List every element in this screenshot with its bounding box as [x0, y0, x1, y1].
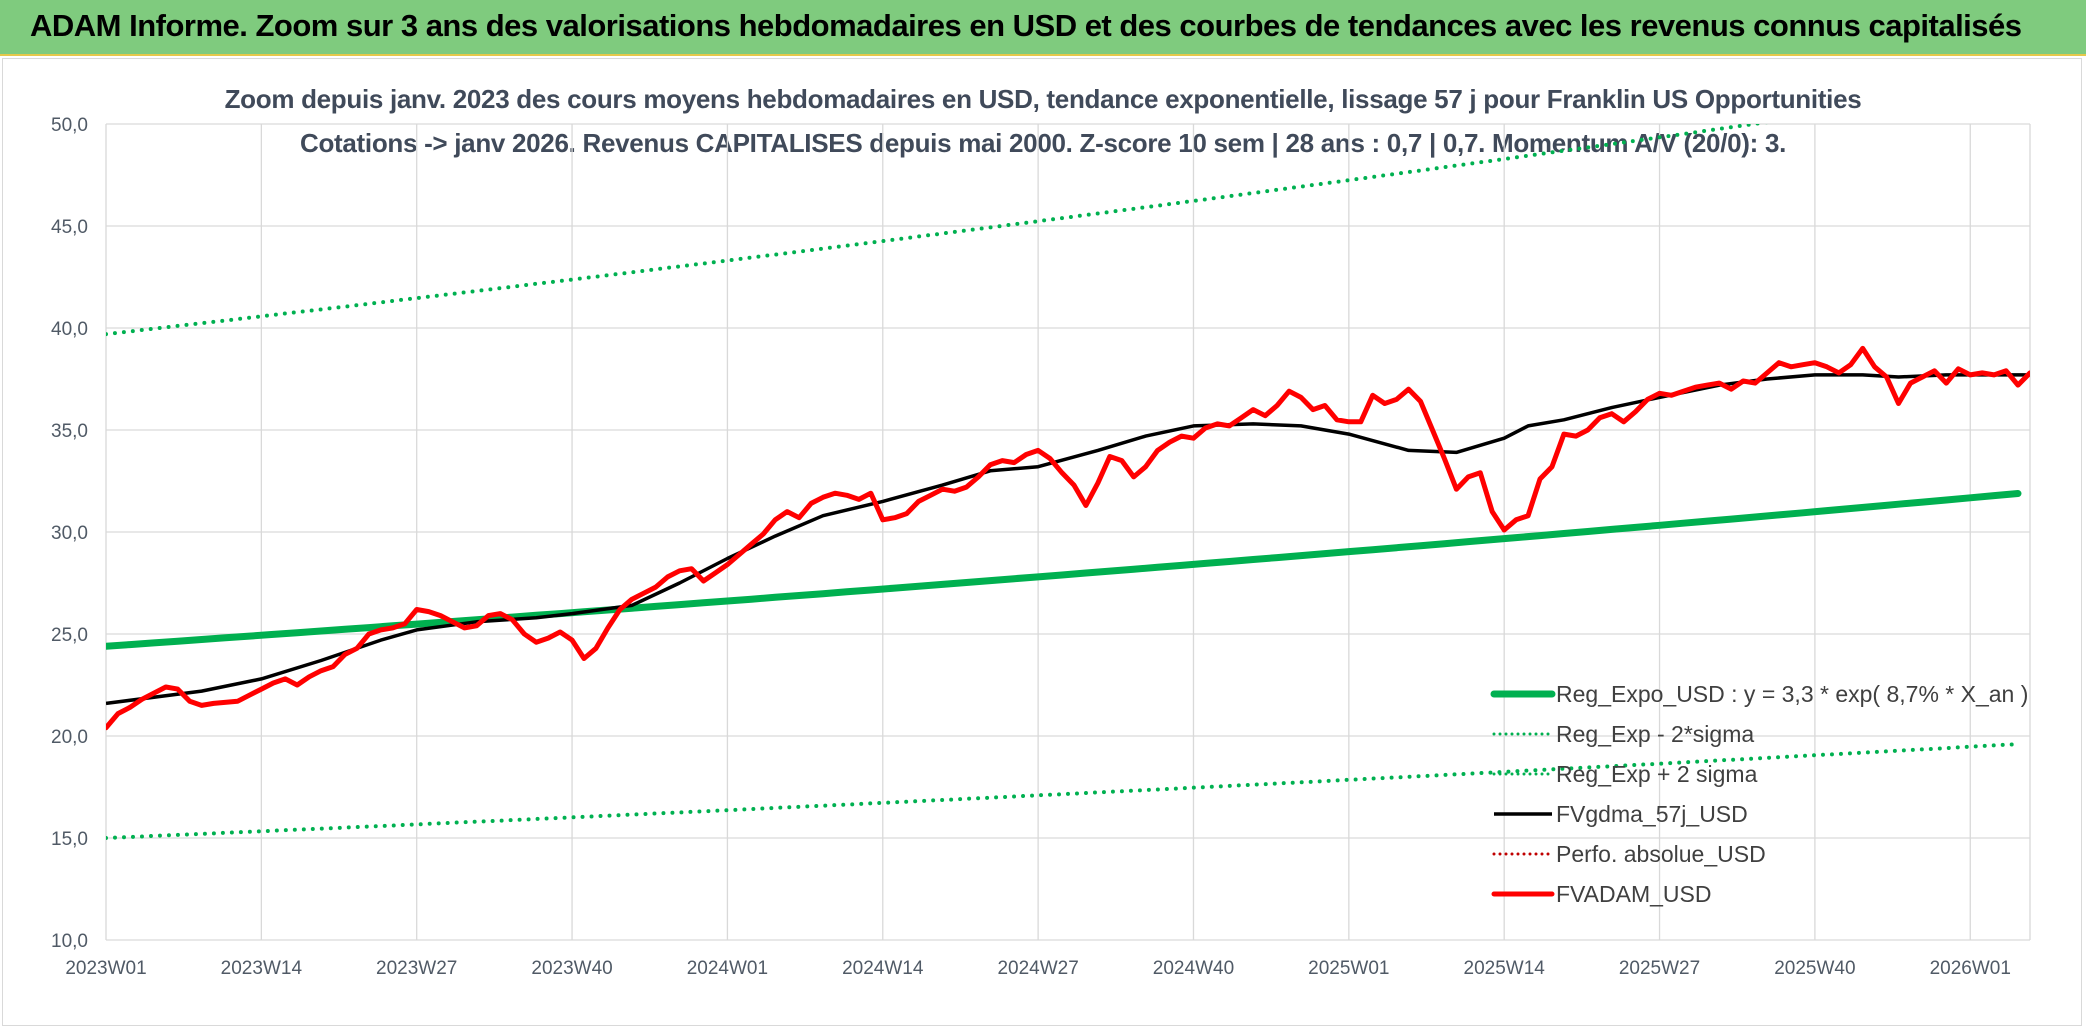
legend-label: FVADAM_USD: [1556, 881, 1712, 907]
report-title: ADAM Informe. Zoom sur 3 ans des valoris…: [30, 8, 2022, 43]
legend-label: Reg_Expo_USD : y = 3,3 * exp( 8,7% * X_a…: [1556, 681, 2028, 707]
y-tick-label: 35,0: [51, 421, 88, 442]
report-banner: ADAM Informe. Zoom sur 3 ans des valoris…: [0, 0, 2086, 56]
x-tick-label: 2023W01: [65, 958, 146, 979]
legend-label: Reg_Exp - 2*sigma: [1556, 721, 1754, 747]
x-tick-labels: 2023W01 2023W14 2023W27 2023W40 2024W01 2024W…: [65, 958, 2011, 979]
gridlines: [105, 123, 2031, 941]
x-tick-label: 2023W27: [376, 958, 457, 979]
x-tick-label: 2024W14: [842, 958, 924, 979]
y-tick-label: 50,0: [51, 115, 88, 136]
x-tick-label: 2024W01: [687, 958, 768, 979]
y-tick-labels: 10,0 15,0 20,0 25,0 30,0 35,0 40,0 45,0 50,0: [51, 115, 88, 952]
y-tick-label: 25,0: [51, 625, 88, 646]
x-tick-label: 2025W14: [1464, 958, 1546, 979]
legend-label: FVgdma_57j_USD: [1556, 801, 1748, 827]
x-tick-label: 2025W27: [1619, 958, 1700, 979]
series-line-5: [106, 345, 2030, 731]
x-tick-label: 2025W40: [1774, 958, 1855, 979]
y-tick-label: 10,0: [51, 931, 88, 952]
chart-frame: [2, 58, 2082, 1026]
x-tick-label: 2023W14: [221, 958, 303, 979]
y-tick-label: 40,0: [51, 319, 88, 340]
legend-label: Perfo. absolue_USD: [1556, 841, 1766, 867]
x-tick-label: 2023W40: [531, 958, 612, 979]
x-tick-label: 2024W40: [1153, 958, 1234, 979]
series-line-0: [106, 490, 2022, 650]
y-tick-label: 20,0: [51, 727, 88, 748]
y-tick-label: 45,0: [51, 217, 88, 238]
x-tick-label: 2025W01: [1308, 958, 1389, 979]
chart-title: Zoom depuis janv. 2023 des cours moyens …: [224, 84, 1862, 114]
legend-label: Reg_Exp + 2 sigma: [1556, 761, 1758, 787]
y-tick-label: 30,0: [51, 523, 88, 544]
chart-subtitle: Cotations -> janv 2026. Revenus CAPITALI…: [299, 128, 1787, 158]
x-tick-label: 2026W01: [1930, 958, 2011, 979]
series-line-2: [106, 124, 1768, 337]
series-line-3: [106, 373, 2030, 706]
x-tick-label: 2024W27: [997, 958, 1078, 979]
y-tick-label: 15,0: [51, 829, 88, 850]
legend: Reg_Expo_USD : y = 3,3 * exp( 8,7% * X_a…: [1490, 681, 2028, 907]
series-lines: [106, 124, 2030, 840]
